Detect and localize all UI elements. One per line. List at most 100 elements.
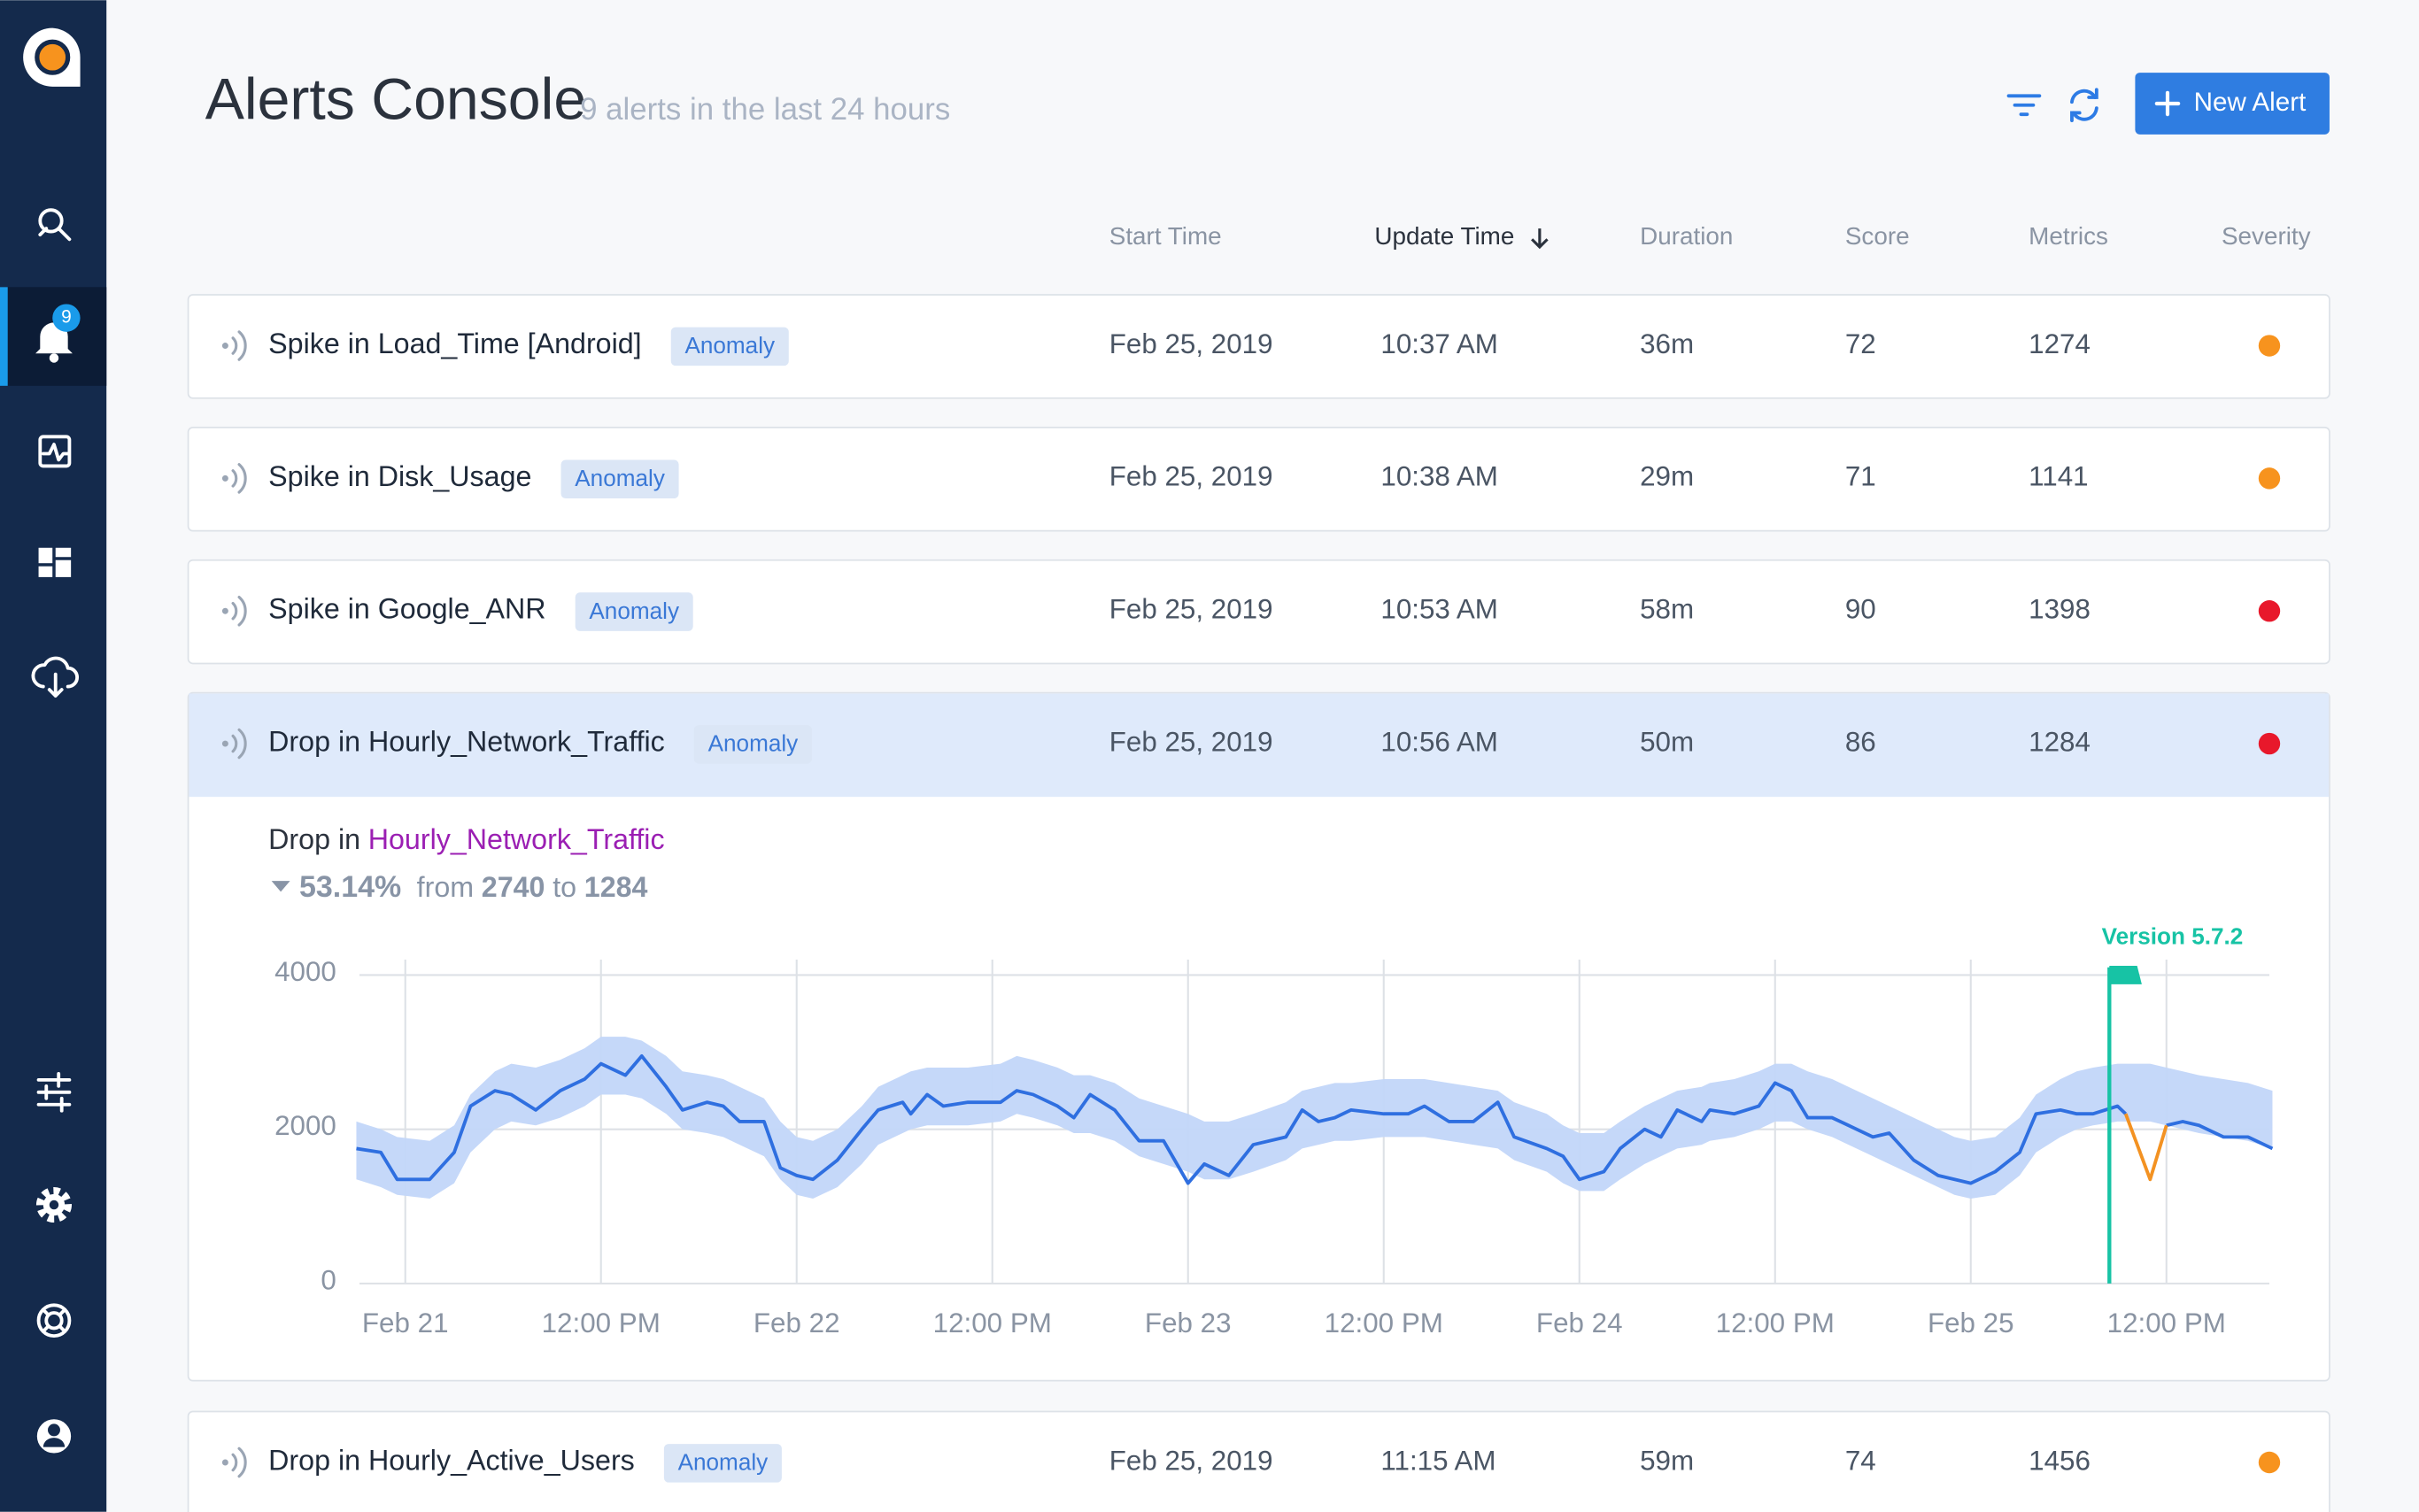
nav-explore[interactable]: [38, 208, 72, 242]
x-tick-label: 12:00 PM: [1325, 1308, 1443, 1338]
column-header[interactable]: Metrics: [2029, 222, 2108, 250]
detail-direction: Drop in: [268, 822, 360, 854]
x-tick-label: Feb 21: [362, 1308, 449, 1338]
column-header[interactable]: Score: [1845, 222, 1910, 250]
cell-duration: 50m: [1640, 726, 1694, 757]
column-header[interactable]: Duration: [1640, 222, 1733, 250]
new-alert-button[interactable]: New Alert: [2135, 73, 2330, 135]
cell-duration: 59m: [1640, 1445, 1694, 1476]
x-tick-label: Feb 23: [1145, 1308, 1232, 1338]
severity-dot: [2258, 335, 2281, 357]
signal-icon: [221, 330, 247, 361]
sort-arrow[interactable]: [1531, 228, 1549, 250]
nav-upload[interactable]: [31, 656, 79, 698]
signal-icon: [221, 595, 247, 627]
tag: [693, 725, 812, 764]
series-line: [2123, 1113, 2168, 1182]
refresh-icon[interactable]: [2070, 88, 2098, 123]
cell-duration: 58m: [1640, 594, 1694, 625]
cell-start: Feb 25, 2019: [1109, 1445, 1273, 1476]
detail-metric: Hourly_Network_Traffic: [368, 822, 665, 854]
tag: [560, 459, 679, 499]
cell-update: 11:15 AM: [1380, 1445, 1495, 1476]
alert-title[interactable]: Spike in Disk_Usage: [268, 460, 531, 492]
nav-monitor[interactable]: [38, 435, 72, 468]
cell-metrics: 1456: [2029, 1445, 2091, 1476]
alert-card[interactable]: [187, 1410, 2330, 1512]
cell-metrics: 1141: [2029, 461, 2088, 492]
column-header[interactable]: Start Time: [1109, 222, 1222, 250]
tag-label: Anomaly: [575, 465, 666, 491]
signal-icon: [221, 728, 247, 760]
x-tick-label: 12:00 PM: [2107, 1308, 2226, 1338]
nav-dashboards[interactable]: [38, 547, 72, 577]
annotation-label: Version 5.7.2: [2102, 923, 2244, 950]
nav-profile[interactable]: [36, 1419, 72, 1454]
filter-icon[interactable]: [2006, 94, 2042, 117]
nav-active-indicator: [0, 287, 8, 386]
severity-dot: [2258, 467, 2281, 490]
nav-settings-sliders[interactable]: [36, 1072, 72, 1113]
cell-score: 86: [1845, 726, 1876, 757]
cell-update: 10:56 AM: [1380, 726, 1498, 757]
signal-dot: [221, 1459, 228, 1466]
cell-duration: 29m: [1640, 461, 1694, 492]
alert-title[interactable]: Spike in Google_ANR: [268, 593, 545, 625]
logo[interactable]: [23, 27, 81, 87]
x-tick-label: Feb 22: [754, 1308, 840, 1338]
page-subtitle: 9 alerts in the last 24 hours: [580, 92, 950, 127]
x-tick-label: Feb 25: [1928, 1308, 2014, 1338]
series-line: [356, 1053, 2274, 1185]
y-tick-label: 4000: [274, 956, 336, 987]
tag-label: Anomaly: [589, 598, 680, 624]
column-header[interactable]: Severity: [2222, 222, 2311, 250]
cell-metrics: 1274: [2029, 328, 2091, 359]
change-arrow: [271, 881, 290, 892]
from-word: from: [417, 870, 474, 902]
cell-start: Feb 25, 2019: [1109, 726, 1273, 757]
alert-card[interactable]: [187, 294, 2330, 399]
nav-settings[interactable]: [35, 1186, 73, 1223]
x-tick-label: Feb 24: [1536, 1308, 1623, 1338]
cell-duration: 36m: [1640, 328, 1694, 359]
tag: [670, 327, 789, 366]
alert-card[interactable]: [187, 559, 2330, 665]
new-alert-label[interactable]: New Alert: [2194, 88, 2307, 117]
nav-help[interactable]: [36, 1303, 72, 1338]
tag: [575, 592, 693, 631]
alert-title[interactable]: Drop in Hourly_Network_Traffic: [268, 726, 665, 758]
alert-card[interactable]: [187, 427, 2330, 532]
signal-wave: [231, 1446, 247, 1478]
alert-card[interactable]: [187, 691, 2330, 1382]
alert-title[interactable]: Drop in Hourly_Active_Users: [268, 1445, 635, 1477]
annotation-flag: [2109, 965, 2142, 984]
chart: 0 2000 4000 Feb 21 12:00 PM Feb 22 12:00 PM Feb…: [274, 923, 2274, 1338]
cell-metrics: 1284: [2029, 726, 2091, 757]
y-tick-label: 2000: [274, 1110, 336, 1141]
cell-score: 74: [1845, 1445, 1876, 1476]
change-percent: 53.14%: [299, 870, 401, 904]
signal-dot: [221, 474, 228, 482]
detail-change: 53.14% from 2740 to 1284: [299, 870, 648, 904]
severity-dot: [2258, 600, 2281, 622]
alert-title[interactable]: Spike in Load_Time [Android]: [268, 328, 641, 359]
tag-label: Anomaly: [684, 332, 776, 359]
signal-dot: [221, 740, 228, 747]
y-tick-label: 0: [321, 1264, 336, 1295]
nav-badge-bg: [52, 304, 81, 332]
signal-wave: [231, 463, 247, 494]
cell-score: 71: [1845, 461, 1876, 492]
column-header[interactable]: Update Time: [1374, 222, 1514, 250]
tag-label: Anomaly: [708, 730, 800, 757]
x-tick-label: 12:00 PM: [933, 1308, 1052, 1338]
nav-badge: 9: [61, 307, 72, 328]
cell-metrics: 1398: [2029, 594, 2091, 625]
alert-card-highlight: [189, 693, 2330, 798]
severity-dot: [2258, 1451, 2281, 1474]
cell-update: 10:38 AM: [1380, 461, 1498, 492]
page-title: Alerts Console: [205, 66, 586, 132]
cell-update: 10:37 AM: [1380, 328, 1498, 359]
tag: [663, 1444, 782, 1483]
to-value: 1284: [584, 870, 648, 902]
